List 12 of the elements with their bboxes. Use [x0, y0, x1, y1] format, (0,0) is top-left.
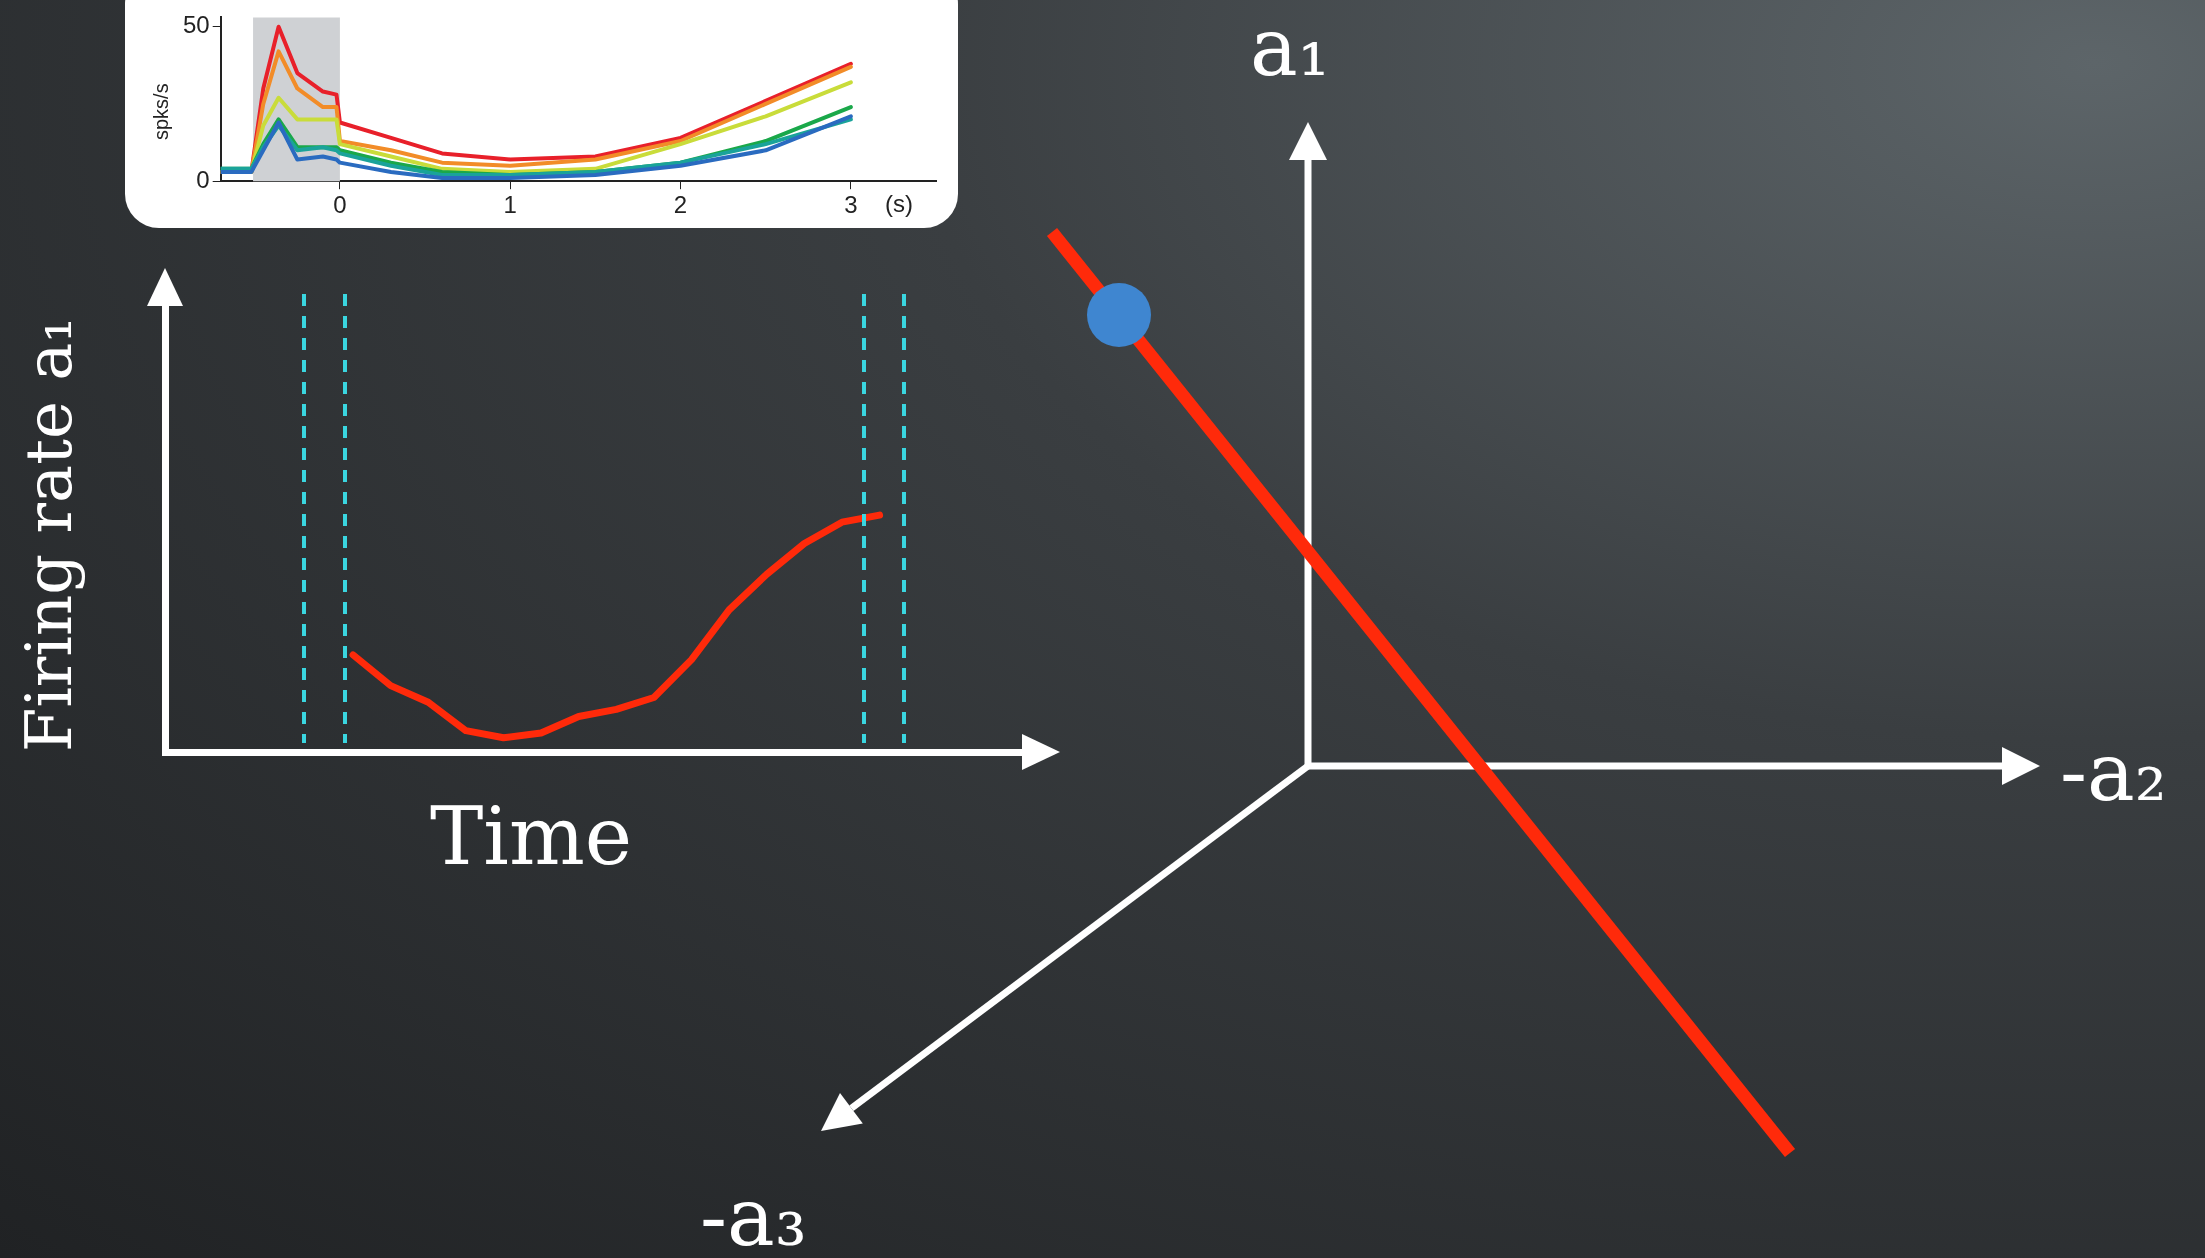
- y-axis-title: Firing rate a₁: [12, 317, 86, 752]
- x-tick-label: 1: [503, 191, 517, 219]
- x-axis-title: (s): [885, 190, 913, 218]
- text: a₁: [1250, 1, 1330, 94]
- x-tick-label: 0: [333, 191, 347, 219]
- x-tick-label: 3: [844, 191, 858, 219]
- text: -a₃: [700, 1171, 807, 1258]
- text: -a₂: [2060, 726, 2167, 819]
- y-axis-title: spks/s: [150, 83, 173, 140]
- x-axis-title: Time: [430, 790, 633, 883]
- x-tick-label: 2: [673, 191, 688, 219]
- y-tick-label: 50: [182, 11, 210, 39]
